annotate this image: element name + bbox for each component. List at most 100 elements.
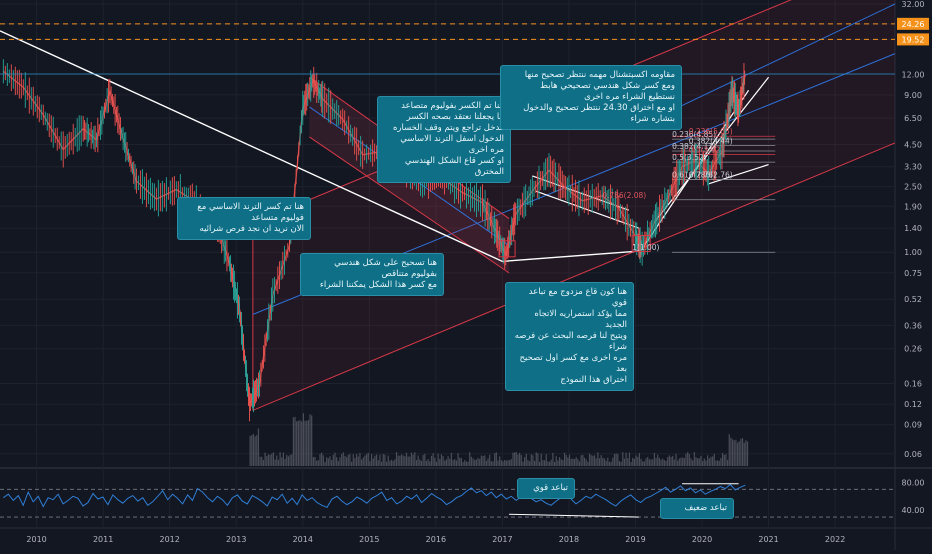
volume-bar xyxy=(635,455,637,466)
volume-bar xyxy=(668,455,670,466)
volume-bar xyxy=(738,441,740,466)
volume-bar xyxy=(434,457,436,466)
volume-bar xyxy=(254,436,256,466)
volume-bar xyxy=(667,457,669,466)
volume-bar xyxy=(347,454,349,466)
y-tick-label-3: 12.00 xyxy=(902,70,925,79)
volume-bar xyxy=(282,452,285,466)
volume-bar xyxy=(702,461,704,466)
volume-bar xyxy=(447,456,449,466)
volume-bar xyxy=(632,457,634,466)
volume-bar xyxy=(725,454,727,466)
volume-bar xyxy=(731,439,734,466)
volume-bar xyxy=(375,454,378,466)
volume-bar xyxy=(598,458,601,466)
x-tick-label-3: 2013 xyxy=(226,535,246,544)
volume-bar xyxy=(543,460,546,466)
volume-bar xyxy=(713,453,715,466)
volume-bar xyxy=(743,442,745,466)
volume-bar xyxy=(723,454,725,466)
volume-bar xyxy=(529,461,531,466)
volume-bar xyxy=(284,458,286,466)
volume-bar xyxy=(720,457,722,466)
volume-bar xyxy=(369,461,371,466)
fib-label-0: 0.236(4.85) xyxy=(672,130,716,139)
volume-bar xyxy=(495,452,497,466)
volume-bar xyxy=(266,456,268,466)
volume-bar xyxy=(507,460,509,466)
volume-bar xyxy=(590,455,592,466)
volume-bar xyxy=(557,460,559,466)
upper-blue-line xyxy=(655,3,896,119)
volume-bar xyxy=(264,452,266,466)
volume-bar xyxy=(429,461,431,466)
y-tick-label-0: 32.00 xyxy=(902,0,925,9)
annotation-note-6: تباعد قوي xyxy=(517,478,575,499)
volume-bar xyxy=(658,457,660,466)
volume-bar xyxy=(492,461,494,466)
volume-bar xyxy=(312,457,314,466)
volume-bar xyxy=(682,457,684,466)
volume-bar xyxy=(404,456,406,466)
y-tick-label-18: 0.09 xyxy=(904,421,922,430)
volume-bar xyxy=(470,456,472,466)
indicator-tick-label-0: 80.00 xyxy=(902,478,925,487)
volume-bar xyxy=(281,457,283,466)
volume-bar xyxy=(497,460,499,466)
volume-bar xyxy=(480,455,482,466)
x-tick-label-6: 2016 xyxy=(426,535,446,544)
volume-bar xyxy=(422,455,424,466)
volume-bar xyxy=(643,461,646,466)
volume-bar xyxy=(510,459,512,466)
volume-bar xyxy=(427,458,429,466)
volume-bar xyxy=(445,459,448,466)
volume-bar xyxy=(650,459,652,466)
volume-bar xyxy=(680,457,682,466)
volume-bar xyxy=(395,452,398,466)
indicator-line xyxy=(3,483,746,509)
y-tick-label-5: 6.50 xyxy=(904,114,922,123)
volume-bar xyxy=(563,452,566,466)
volume-bar xyxy=(414,452,416,466)
volume-bar xyxy=(365,454,368,466)
volume-bar xyxy=(545,454,547,466)
volume-bar xyxy=(514,452,516,466)
volume-bar xyxy=(610,461,612,466)
volume-bar xyxy=(475,459,477,466)
volume-bar xyxy=(607,457,609,466)
x-tick-label-12: 2022 xyxy=(825,535,845,544)
volume-bar xyxy=(394,459,396,466)
y-tick-label-15: 0.26 xyxy=(904,345,922,354)
support-line xyxy=(708,164,769,185)
volume-bar xyxy=(277,459,280,466)
volume-bar xyxy=(718,460,720,466)
volume-bar xyxy=(462,461,464,466)
volume-bar xyxy=(690,458,692,466)
volume-bar xyxy=(630,461,632,466)
volume-bar xyxy=(580,455,582,466)
volume-bar xyxy=(352,454,354,466)
volume-bar xyxy=(489,454,491,466)
volume-bar xyxy=(294,416,296,466)
volume-bar xyxy=(637,456,639,466)
volume-bar xyxy=(460,458,463,466)
volume-bar xyxy=(469,452,471,466)
volume-bar xyxy=(560,459,562,466)
volume-bar xyxy=(663,460,665,466)
x-tick-label-7: 2017 xyxy=(492,535,512,544)
fib-label-9: 1(1.00) xyxy=(632,243,659,252)
volume-bar xyxy=(730,437,732,466)
volume-bar xyxy=(642,461,644,466)
wedge-bottom xyxy=(535,190,640,229)
volume-bar xyxy=(726,459,729,466)
volume-bar xyxy=(464,460,466,466)
volume-bar xyxy=(602,457,604,466)
fib-label-3: 0.618(2.76) xyxy=(672,171,716,180)
volume-bar xyxy=(502,461,504,466)
volume-bar xyxy=(397,455,399,466)
volume-bar xyxy=(370,453,373,466)
x-tick-label-2: 2012 xyxy=(160,535,180,544)
volume-bar xyxy=(392,460,394,466)
volume-bar xyxy=(578,461,581,466)
